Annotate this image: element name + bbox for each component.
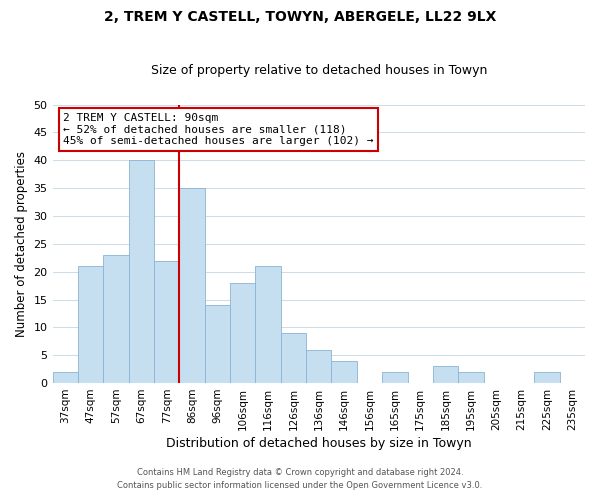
Bar [128,160,154,383]
Bar [154,260,179,383]
Bar [306,350,331,383]
Bar [534,372,560,383]
Text: 2 TREM Y CASTELL: 90sqm
← 52% of detached houses are smaller (118)
45% of semi-d: 2 TREM Y CASTELL: 90sqm ← 52% of detache… [63,113,374,146]
Title: Size of property relative to detached houses in Towyn: Size of property relative to detached ho… [151,64,487,77]
Y-axis label: Number of detached properties: Number of detached properties [15,151,28,337]
Bar [103,255,128,383]
Bar [179,188,205,383]
Bar [256,266,281,383]
X-axis label: Distribution of detached houses by size in Towyn: Distribution of detached houses by size … [166,437,472,450]
Bar [433,366,458,383]
Text: 2, TREM Y CASTELL, TOWYN, ABERGELE, LL22 9LX: 2, TREM Y CASTELL, TOWYN, ABERGELE, LL22… [104,10,496,24]
Text: Contains HM Land Registry data © Crown copyright and database right 2024.
Contai: Contains HM Land Registry data © Crown c… [118,468,482,490]
Bar [382,372,407,383]
Bar [331,361,357,383]
Bar [205,305,230,383]
Bar [281,333,306,383]
Bar [78,266,103,383]
Bar [53,372,78,383]
Bar [230,283,256,383]
Bar [458,372,484,383]
